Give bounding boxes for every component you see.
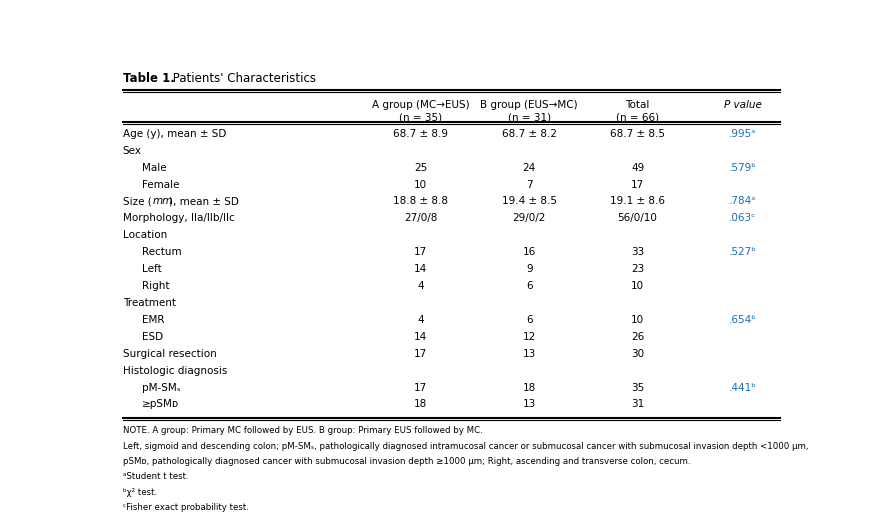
- Text: Treatment: Treatment: [122, 298, 176, 308]
- Text: ≥pSMᴅ: ≥pSMᴅ: [142, 400, 179, 410]
- Text: 33: 33: [631, 247, 644, 257]
- Text: P value: P value: [724, 100, 761, 110]
- Text: Sex: Sex: [122, 146, 142, 156]
- Text: (n = 31): (n = 31): [508, 112, 551, 122]
- Text: .527ᵇ: .527ᵇ: [729, 247, 757, 257]
- Text: 56/0/10: 56/0/10: [618, 213, 657, 223]
- Text: 68.7 ± 8.9: 68.7 ± 8.9: [393, 129, 448, 139]
- Text: ESD: ESD: [142, 332, 163, 342]
- Text: 7: 7: [526, 179, 532, 189]
- Text: 6: 6: [526, 315, 532, 325]
- Text: 19.4 ± 8.5: 19.4 ± 8.5: [502, 197, 557, 207]
- Text: 35: 35: [631, 382, 644, 393]
- Text: 17: 17: [414, 382, 427, 393]
- Text: Morphology, IIa/IIb/IIc: Morphology, IIa/IIb/IIc: [122, 213, 234, 223]
- Text: 31: 31: [631, 400, 644, 410]
- Text: 16: 16: [523, 247, 536, 257]
- Text: (n = 35): (n = 35): [399, 112, 442, 122]
- Text: 4: 4: [418, 281, 424, 291]
- Text: 68.7 ± 8.2: 68.7 ± 8.2: [502, 129, 557, 139]
- Text: 18.8 ± 8.8: 18.8 ± 8.8: [393, 197, 448, 207]
- Text: .784ᵃ: .784ᵃ: [729, 197, 756, 207]
- Text: 13: 13: [523, 349, 536, 359]
- Text: B group (EUS→MC): B group (EUS→MC): [481, 100, 578, 110]
- Text: pSMᴅ, pathologically diagnosed cancer with submucosal invasion depth ≥1000 μm; R: pSMᴅ, pathologically diagnosed cancer wi…: [122, 457, 690, 466]
- Text: 30: 30: [631, 349, 644, 359]
- Text: 18: 18: [414, 400, 427, 410]
- Text: 14: 14: [414, 332, 427, 342]
- Text: Size (: Size (: [122, 197, 151, 207]
- Text: mm: mm: [153, 197, 173, 207]
- Text: (n = 66): (n = 66): [616, 112, 659, 122]
- Text: Left, sigmoid and descending colon; pM-SMₛ, pathologically diagnosed intramucosa: Left, sigmoid and descending colon; pM-S…: [122, 442, 808, 451]
- Text: 6: 6: [526, 281, 532, 291]
- Text: Total: Total: [626, 100, 649, 110]
- Text: 68.7 ± 8.5: 68.7 ± 8.5: [610, 129, 665, 139]
- Text: EMR: EMR: [142, 315, 164, 325]
- Text: pM-SMₛ: pM-SMₛ: [142, 382, 180, 393]
- Text: 4: 4: [418, 315, 424, 325]
- Text: ᶜFisher exact probability test.: ᶜFisher exact probability test.: [122, 503, 249, 512]
- Text: 49: 49: [631, 163, 644, 173]
- Text: Surgical resection: Surgical resection: [122, 349, 217, 359]
- Text: 26: 26: [631, 332, 644, 342]
- Text: Left: Left: [142, 264, 162, 274]
- Text: Patients' Characteristics: Patients' Characteristics: [169, 72, 316, 85]
- Text: 29/0/2: 29/0/2: [512, 213, 546, 223]
- Text: .063ᶜ: .063ᶜ: [729, 213, 756, 223]
- Text: .579ᵇ: .579ᵇ: [729, 163, 757, 173]
- Text: 14: 14: [414, 264, 427, 274]
- Text: 23: 23: [631, 264, 644, 274]
- Text: 24: 24: [523, 163, 536, 173]
- Text: 10: 10: [414, 179, 427, 189]
- Text: 27/0/8: 27/0/8: [404, 213, 438, 223]
- Text: 10: 10: [631, 315, 644, 325]
- Text: Table 1.: Table 1.: [122, 72, 175, 85]
- Text: 12: 12: [523, 332, 536, 342]
- Text: 17: 17: [414, 349, 427, 359]
- Text: 19.1 ± 8.6: 19.1 ± 8.6: [610, 197, 665, 207]
- Text: .995ᵃ: .995ᵃ: [729, 129, 756, 139]
- Text: 25: 25: [414, 163, 427, 173]
- Text: A group (MC→EUS): A group (MC→EUS): [372, 100, 469, 110]
- Text: NOTE. A group: Primary MC followed by EUS. B group: Primary EUS followed by MC.: NOTE. A group: Primary MC followed by EU…: [122, 426, 482, 436]
- Text: Right: Right: [142, 281, 170, 291]
- Text: 17: 17: [414, 247, 427, 257]
- Text: Male: Male: [142, 163, 166, 173]
- Text: 18: 18: [523, 382, 536, 393]
- Text: Location: Location: [122, 230, 167, 240]
- Text: ᵃStudent t test.: ᵃStudent t test.: [122, 472, 189, 481]
- Text: .654ᵇ: .654ᵇ: [729, 315, 757, 325]
- Text: 13: 13: [523, 400, 536, 410]
- Text: ), mean ± SD: ), mean ± SD: [169, 197, 239, 207]
- Text: 10: 10: [631, 281, 644, 291]
- Text: ᵇχ² test.: ᵇχ² test.: [122, 487, 157, 497]
- Text: Female: Female: [142, 179, 179, 189]
- Text: 17: 17: [631, 179, 644, 189]
- Text: 9: 9: [526, 264, 532, 274]
- Text: Rectum: Rectum: [142, 247, 182, 257]
- Text: Histologic diagnosis: Histologic diagnosis: [122, 366, 227, 376]
- Text: Age (y), mean ± SD: Age (y), mean ± SD: [122, 129, 226, 139]
- Text: .441ᵇ: .441ᵇ: [729, 382, 757, 393]
